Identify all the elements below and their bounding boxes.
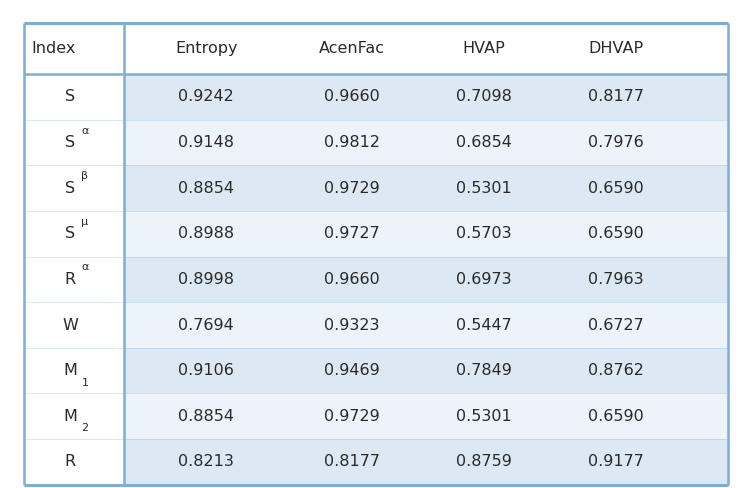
Text: DHVAP: DHVAP: [589, 41, 644, 56]
Text: 0.7976: 0.7976: [589, 135, 644, 150]
Text: α: α: [82, 125, 89, 136]
Bar: [124, 120, 728, 165]
Text: HVAP: HVAP: [462, 41, 506, 56]
Text: 0.9177: 0.9177: [588, 454, 644, 469]
Text: 0.9106: 0.9106: [178, 363, 234, 378]
Text: 0.8762: 0.8762: [588, 363, 644, 378]
Text: 0.6590: 0.6590: [589, 181, 644, 196]
Text: 0.9660: 0.9660: [324, 272, 379, 287]
Text: 0.8177: 0.8177: [588, 89, 644, 104]
Text: M: M: [64, 363, 77, 378]
Text: 0.8177: 0.8177: [324, 454, 380, 469]
Text: μ: μ: [82, 217, 88, 227]
Text: 0.5447: 0.5447: [456, 318, 512, 332]
Bar: [124, 439, 728, 485]
Bar: [124, 348, 728, 393]
Bar: [124, 74, 728, 120]
Bar: [124, 302, 728, 348]
Text: 1: 1: [82, 378, 88, 387]
Text: S: S: [65, 135, 76, 150]
Text: 0.5301: 0.5301: [456, 181, 512, 196]
Text: 0.9727: 0.9727: [324, 226, 379, 241]
Text: 0.8213: 0.8213: [178, 454, 234, 469]
Text: 0.7849: 0.7849: [456, 363, 512, 378]
Text: 0.9812: 0.9812: [324, 135, 380, 150]
Text: 0.9729: 0.9729: [324, 409, 379, 424]
Text: R: R: [65, 272, 76, 287]
Text: Entropy: Entropy: [175, 41, 238, 56]
Text: 0.7963: 0.7963: [589, 272, 644, 287]
Text: M: M: [64, 409, 77, 424]
Text: AcenFac: AcenFac: [319, 41, 384, 56]
Text: 0.9148: 0.9148: [178, 135, 234, 150]
Text: 0.9729: 0.9729: [324, 181, 379, 196]
Text: 2: 2: [82, 423, 88, 433]
Text: 0.8988: 0.8988: [178, 226, 234, 241]
Text: S: S: [65, 89, 76, 104]
Text: 0.6727: 0.6727: [589, 318, 644, 332]
Text: S: S: [65, 226, 76, 241]
Text: W: W: [62, 318, 79, 332]
Text: 0.5301: 0.5301: [456, 409, 512, 424]
Text: 0.8998: 0.8998: [178, 272, 234, 287]
Text: Index: Index: [31, 41, 76, 56]
Text: 0.6590: 0.6590: [589, 409, 644, 424]
Text: 0.8854: 0.8854: [178, 409, 234, 424]
Text: β: β: [82, 171, 88, 181]
Text: 0.9469: 0.9469: [324, 363, 379, 378]
Text: 0.5703: 0.5703: [456, 226, 512, 241]
Text: 0.9660: 0.9660: [324, 89, 379, 104]
Bar: [124, 165, 728, 211]
Text: 0.9323: 0.9323: [324, 318, 379, 332]
Text: 0.9242: 0.9242: [179, 89, 234, 104]
Text: 0.6854: 0.6854: [456, 135, 512, 150]
Bar: [124, 257, 728, 302]
Text: 0.8759: 0.8759: [456, 454, 512, 469]
Text: 0.7694: 0.7694: [179, 318, 234, 332]
Text: α: α: [82, 263, 89, 272]
Text: R: R: [65, 454, 76, 469]
Text: 0.6590: 0.6590: [589, 226, 644, 241]
Text: 0.6973: 0.6973: [456, 272, 512, 287]
Text: 0.8854: 0.8854: [178, 181, 234, 196]
Bar: [124, 211, 728, 257]
Text: S: S: [65, 181, 76, 196]
Text: 0.7098: 0.7098: [456, 89, 512, 104]
Bar: [124, 393, 728, 439]
